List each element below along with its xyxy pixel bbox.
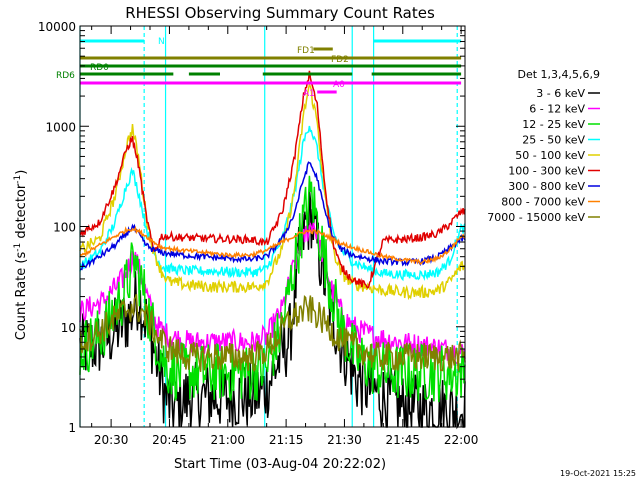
y-tick-label-1: 10 (61, 321, 76, 335)
series-line-8 (79, 294, 466, 372)
flag-label-N: N (158, 37, 165, 47)
x-tick-label-3: 21:15 (269, 433, 304, 447)
footer-timestamp: 19-Oct-2021 15:25 (560, 469, 636, 478)
x-tick-label-6: 22:00 (444, 433, 479, 447)
legend-label-5: 100 - 300 keV (508, 165, 585, 178)
legend-label-3: 25 - 50 keV (522, 134, 585, 147)
legend-label-1: 6 - 12 keV (529, 103, 585, 116)
y-axis-label: Count Rate (s-1 detector-1) (13, 170, 29, 341)
chart-title: RHESSI Observing Summary Count Rates (125, 4, 435, 22)
x-tick-label-0: 20:30 (94, 433, 129, 447)
series-line-5 (79, 70, 466, 289)
flag-label-FD2: FD2 (331, 55, 349, 65)
x-tick-label-5: 21:45 (385, 433, 420, 447)
x-tick-label-2: 21:00 (210, 433, 245, 447)
legend-label-8: 7000 - 15000 keV (487, 211, 585, 224)
y-tick-label-0: 1 (68, 421, 76, 435)
flag-label-A0: A0 (333, 80, 345, 90)
series-line-7 (79, 225, 466, 265)
legend-label-2: 12 - 25 keV (522, 118, 585, 131)
flag-label-RD6: RD6 (56, 71, 75, 81)
x-axis-label: Start Time (03-Aug-04 20:22:02) (174, 457, 386, 472)
legend-label-6: 300 - 800 keV (508, 180, 585, 193)
legend-label-7: 800 - 7000 keV (501, 196, 585, 209)
legend-title: Det 1,3,4,5,6,9 (517, 68, 600, 81)
y-axis-label-main: Count Rate (s (14, 252, 29, 341)
y-axis-label-end: ) (14, 170, 29, 175)
series-line-3 (79, 125, 466, 282)
series-line-2 (79, 175, 466, 403)
legend-label-0: 3 - 6 keV (536, 87, 585, 100)
axes: 20:30 20:45 21:00 21:15 21:30 21:45 22:00 1 10 10… (38, 20, 479, 447)
y-tick-label-2: 100 (53, 221, 76, 235)
flag-label-RD0: RD0 (90, 63, 109, 73)
series-layer (79, 70, 466, 430)
legend: Det 1,3,4,5,6,9 3 - 6 keV 6 - 12 keV 12 - 2… (487, 68, 600, 224)
legend-label-4: 50 - 100 keV (515, 149, 585, 162)
flag-label-FD1: FD1 (297, 46, 315, 56)
y-axis-label-mid: detector (14, 183, 29, 243)
x-tick-label-4: 21:30 (327, 433, 362, 447)
y-axis-label-sup1: -1 (13, 243, 23, 252)
flag-label-A1: A1 (303, 89, 315, 99)
flag-bars: N FD1 FD2 RD0 RD6 A0 A1 (56, 37, 462, 99)
y-axis-label-sup2: -1 (13, 175, 23, 184)
x-tick-label-1: 20:45 (152, 433, 187, 447)
y-tick-label-4: 10000 (38, 20, 76, 34)
y-tick-label-3: 1000 (45, 120, 76, 134)
